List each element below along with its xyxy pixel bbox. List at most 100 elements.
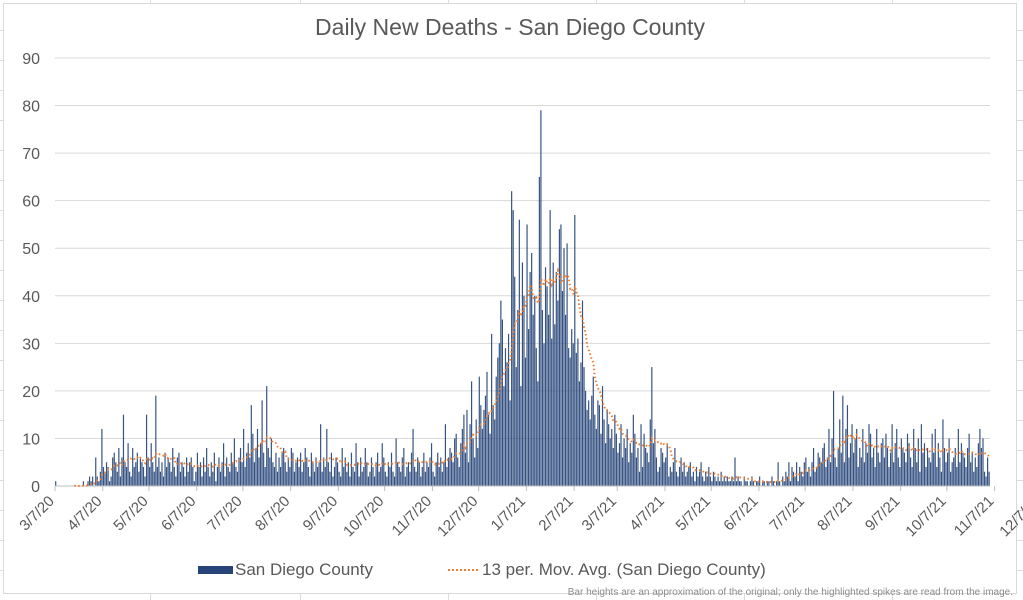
bar-day-347 bbox=[589, 419, 591, 486]
bar-day-310 bbox=[532, 314, 534, 486]
bar-day-395 bbox=[663, 462, 665, 486]
x-tick-label-20: 11/7/21 bbox=[951, 493, 998, 540]
bar-day-507 bbox=[836, 466, 838, 486]
bar-day-290 bbox=[501, 319, 503, 486]
bar-day-297 bbox=[512, 210, 514, 486]
bar-day-295 bbox=[509, 400, 511, 486]
bar-day-195 bbox=[355, 443, 357, 486]
bar-day-449 bbox=[746, 481, 748, 486]
bar-day-436 bbox=[726, 476, 728, 486]
bar-day-116 bbox=[233, 438, 235, 486]
bar-day-597 bbox=[974, 457, 976, 486]
bar-day-111 bbox=[226, 457, 228, 486]
bar-day-24 bbox=[92, 476, 94, 486]
bar-day-141 bbox=[272, 462, 274, 486]
bar-day-156 bbox=[295, 462, 297, 486]
bar-day-516 bbox=[849, 443, 852, 486]
bar-day-132 bbox=[258, 457, 260, 486]
bar-day-50 bbox=[132, 447, 134, 486]
bar-day-129 bbox=[253, 462, 255, 486]
bar-day-45 bbox=[124, 462, 126, 486]
bar-day-76 bbox=[172, 447, 174, 486]
bar-day-315 bbox=[540, 110, 542, 487]
bar-day-476 bbox=[788, 462, 790, 486]
bar-day-296 bbox=[511, 191, 513, 486]
bar-day-150 bbox=[286, 471, 288, 486]
bar-day-224 bbox=[400, 471, 402, 486]
bar-day-554 bbox=[908, 443, 910, 486]
bar-day-149 bbox=[284, 462, 286, 486]
bar-day-443 bbox=[737, 476, 739, 486]
bar-day-382 bbox=[643, 433, 645, 486]
bar-day-328 bbox=[560, 224, 562, 486]
bar-day-317 bbox=[543, 343, 545, 486]
bar-day-93 bbox=[198, 466, 200, 486]
bar-day-105 bbox=[216, 466, 219, 486]
bar-day-106 bbox=[218, 457, 220, 486]
bar-day-166 bbox=[310, 452, 312, 486]
bar-day-151 bbox=[287, 457, 289, 486]
bar-day-548 bbox=[899, 466, 901, 486]
bar-day-359 bbox=[608, 424, 610, 486]
bar-day-573 bbox=[937, 443, 939, 486]
bar-day-430 bbox=[717, 476, 719, 486]
bar-day-110 bbox=[224, 476, 226, 486]
bar-day-34 bbox=[107, 466, 109, 486]
bar-day-75 bbox=[170, 471, 172, 486]
x-tick-label-2: 5/7/20 bbox=[110, 493, 152, 535]
x-tick-label-11: 2/7/21 bbox=[535, 493, 577, 535]
bar-day-108 bbox=[221, 462, 223, 486]
bar-day-365 bbox=[617, 452, 619, 486]
bar-day-585 bbox=[956, 466, 958, 486]
chart-frame[interactable]: Daily New Deaths - San Diego County bbox=[3, 3, 1017, 594]
bar-day-521 bbox=[857, 466, 859, 486]
bar-day-506 bbox=[834, 457, 836, 486]
bar-day-31 bbox=[102, 466, 105, 486]
bar-day-271 bbox=[472, 438, 474, 486]
bar-day-282 bbox=[489, 433, 491, 486]
bar-day-187 bbox=[343, 466, 345, 486]
bar-day-204 bbox=[369, 471, 371, 486]
bar-day-386 bbox=[649, 419, 651, 486]
bar-day-272 bbox=[474, 457, 476, 486]
bar-day-306 bbox=[526, 224, 528, 486]
bar-day-465 bbox=[771, 476, 773, 486]
bar-day-440 bbox=[732, 481, 735, 486]
bar-day-22 bbox=[88, 476, 91, 486]
bar-day-260 bbox=[455, 433, 457, 486]
bar-day-309 bbox=[531, 252, 533, 486]
bar-day-42 bbox=[119, 476, 121, 486]
bar-day-401 bbox=[672, 462, 674, 486]
bar-day-603 bbox=[983, 471, 986, 486]
bar-day-139 bbox=[269, 457, 271, 486]
x-tick-label-17: 8/7/21 bbox=[814, 493, 856, 535]
bar-day-445 bbox=[740, 481, 742, 486]
x-tick-label-14: 5/7/21 bbox=[673, 493, 715, 535]
bar-day-555 bbox=[910, 457, 912, 486]
bar-day-591 bbox=[965, 466, 967, 486]
bar-day-360 bbox=[609, 438, 611, 486]
bar-day-377 bbox=[635, 457, 638, 486]
bar-day-57 bbox=[142, 466, 145, 486]
bar-day-169 bbox=[315, 457, 317, 486]
bar-day-109 bbox=[222, 443, 225, 486]
bar-day-133 bbox=[259, 443, 262, 486]
bar-day-200 bbox=[363, 466, 365, 486]
x-tick-label-4: 7/7/20 bbox=[204, 493, 246, 535]
bar-day-304 bbox=[523, 295, 525, 486]
bar-day-52 bbox=[135, 462, 137, 486]
bar-day-580 bbox=[948, 438, 950, 486]
bar-day-379 bbox=[638, 471, 641, 486]
bar-day-99 bbox=[207, 466, 209, 486]
bar-day-218 bbox=[390, 452, 393, 486]
legend-label-bars: San Diego County bbox=[235, 560, 373, 579]
bar-day-536 bbox=[880, 443, 882, 486]
bar-day-286 bbox=[495, 376, 497, 486]
bar-day-197 bbox=[358, 476, 360, 486]
bar-day-181 bbox=[333, 466, 336, 486]
bar-day-389 bbox=[654, 428, 656, 486]
y-tick-label-0: 0 bbox=[31, 479, 40, 496]
bar-day-77 bbox=[173, 466, 175, 486]
bar-day-534 bbox=[877, 452, 879, 486]
bar-day-408 bbox=[683, 462, 685, 486]
